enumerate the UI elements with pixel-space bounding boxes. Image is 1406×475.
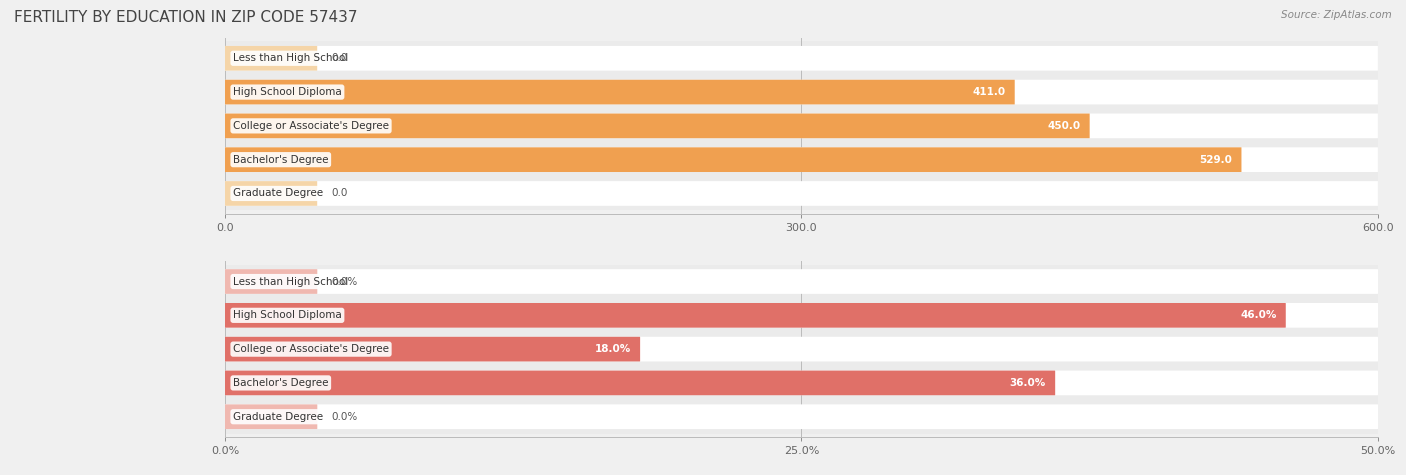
FancyBboxPatch shape <box>225 181 318 206</box>
Text: 0.0: 0.0 <box>330 53 347 63</box>
Text: College or Associate's Degree: College or Associate's Degree <box>233 344 389 354</box>
FancyBboxPatch shape <box>225 109 1378 143</box>
Text: 0.0: 0.0 <box>330 189 347 199</box>
Text: 529.0: 529.0 <box>1199 155 1232 165</box>
Text: High School Diploma: High School Diploma <box>233 87 342 97</box>
Text: 36.0%: 36.0% <box>1010 378 1046 388</box>
FancyBboxPatch shape <box>225 404 318 429</box>
Text: High School Diploma: High School Diploma <box>233 310 342 320</box>
FancyBboxPatch shape <box>225 404 1378 429</box>
Text: Bachelor's Degree: Bachelor's Degree <box>233 378 329 388</box>
FancyBboxPatch shape <box>225 114 1090 138</box>
FancyBboxPatch shape <box>225 143 1378 177</box>
Text: 0.0%: 0.0% <box>330 276 357 286</box>
FancyBboxPatch shape <box>225 46 318 71</box>
FancyBboxPatch shape <box>225 46 1378 71</box>
Text: FERTILITY BY EDUCATION IN ZIP CODE 57437: FERTILITY BY EDUCATION IN ZIP CODE 57437 <box>14 10 357 25</box>
FancyBboxPatch shape <box>225 177 1378 210</box>
FancyBboxPatch shape <box>225 41 1378 75</box>
Text: Source: ZipAtlas.com: Source: ZipAtlas.com <box>1281 10 1392 19</box>
Text: Less than High School: Less than High School <box>233 53 349 63</box>
FancyBboxPatch shape <box>225 80 1378 104</box>
FancyBboxPatch shape <box>225 269 1378 294</box>
FancyBboxPatch shape <box>225 75 1378 109</box>
FancyBboxPatch shape <box>225 181 1378 206</box>
FancyBboxPatch shape <box>225 147 1378 172</box>
Text: 450.0: 450.0 <box>1047 121 1080 131</box>
FancyBboxPatch shape <box>225 366 1378 400</box>
Text: 0.0%: 0.0% <box>330 412 357 422</box>
FancyBboxPatch shape <box>225 265 1378 298</box>
FancyBboxPatch shape <box>225 147 1241 172</box>
Text: Graduate Degree: Graduate Degree <box>233 189 323 199</box>
Text: Less than High School: Less than High School <box>233 276 349 286</box>
Text: Graduate Degree: Graduate Degree <box>233 412 323 422</box>
FancyBboxPatch shape <box>225 400 1378 434</box>
FancyBboxPatch shape <box>225 332 1378 366</box>
FancyBboxPatch shape <box>225 80 1015 104</box>
FancyBboxPatch shape <box>225 370 1378 395</box>
Text: 46.0%: 46.0% <box>1240 310 1277 320</box>
FancyBboxPatch shape <box>225 114 1378 138</box>
FancyBboxPatch shape <box>225 337 640 361</box>
Text: Bachelor's Degree: Bachelor's Degree <box>233 155 329 165</box>
Text: 411.0: 411.0 <box>973 87 1005 97</box>
FancyBboxPatch shape <box>225 269 318 294</box>
FancyBboxPatch shape <box>225 337 1378 361</box>
FancyBboxPatch shape <box>225 370 1054 395</box>
Text: College or Associate's Degree: College or Associate's Degree <box>233 121 389 131</box>
FancyBboxPatch shape <box>225 303 1285 328</box>
Text: 18.0%: 18.0% <box>595 344 631 354</box>
FancyBboxPatch shape <box>225 298 1378 332</box>
FancyBboxPatch shape <box>225 303 1378 328</box>
